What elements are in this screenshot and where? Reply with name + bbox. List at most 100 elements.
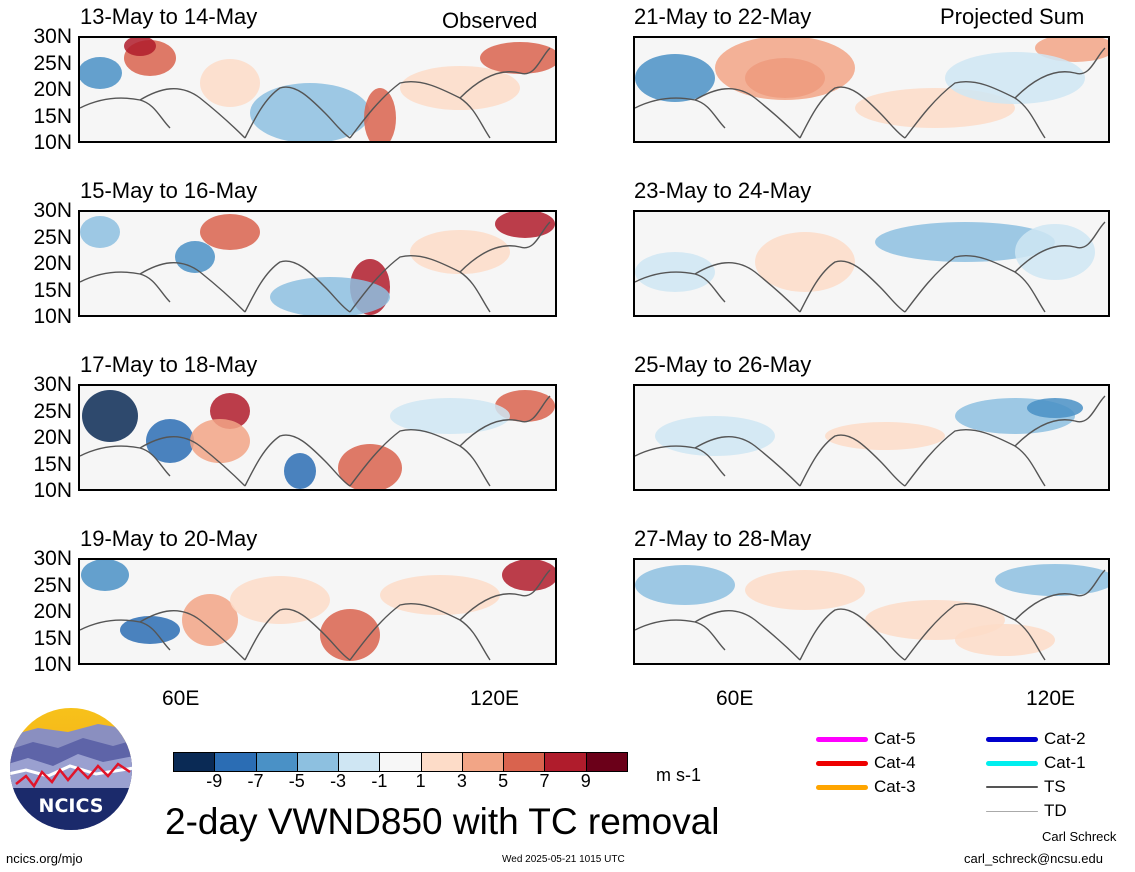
wind-anomaly-region [1015, 224, 1095, 280]
colorbar-label: -9 [206, 771, 223, 791]
coastline [635, 221, 1106, 313]
map-panel-2 [78, 210, 557, 317]
coastline [80, 221, 551, 313]
legend-label-td: TD [1044, 801, 1067, 820]
colorbar-units: m s-1 [656, 765, 701, 785]
map-panel-6 [633, 210, 1110, 317]
wind-anomaly-region [1027, 398, 1083, 418]
panel-title-3: 17-May to 18-May [80, 352, 258, 377]
colorbar-label: 1 [415, 771, 426, 791]
ncics-logo: NCICS [8, 706, 134, 832]
legend-line-ts [986, 786, 1038, 788]
wind-anomaly-region [635, 565, 735, 605]
colorbar-swatch [173, 752, 216, 772]
wind-anomaly-region [190, 419, 250, 463]
footer-timestamp: Wed 2025-05-21 1015 UTC [502, 854, 625, 865]
legend-line-td [986, 811, 1038, 812]
wind-anomaly-region [200, 59, 260, 107]
colorbar-label: 5 [498, 771, 509, 791]
y-tick-left-1-3: 15N [33, 104, 72, 128]
map-panel-1 [78, 36, 557, 143]
legend-label-cat-3: Cat-3 [874, 777, 916, 796]
coastline [635, 569, 1106, 661]
colorbar-swatch [544, 752, 587, 772]
footer-author: Carl Schreck [1042, 829, 1117, 844]
projected-sum-label: Projected Sum [940, 4, 1085, 29]
map-panel-5 [633, 36, 1110, 143]
wind-anomaly-region [655, 416, 775, 456]
wind-anomaly-region [995, 564, 1108, 596]
legend-line-cat-1 [986, 761, 1038, 766]
legend-label-ts: TS [1044, 777, 1066, 796]
panel-title-4: 19-May to 20-May [80, 526, 258, 551]
colorbar-label: 3 [456, 771, 467, 791]
wind-anomaly-region [1035, 38, 1108, 62]
legend-line-cat-4 [816, 761, 868, 766]
wind-anomaly-region [320, 609, 380, 661]
coastline [80, 47, 551, 139]
colorbar-label: -1 [371, 771, 388, 791]
logo-text: NCICS [39, 795, 104, 817]
wind-anomaly-region [495, 390, 555, 422]
y-tick-left-3-2: 20N [33, 426, 72, 449]
wind-anomaly-region [390, 398, 510, 434]
y-tick-left-1-1: 25N [33, 51, 72, 75]
main-title: 2-day VWND850 with TC removal [165, 801, 720, 842]
y-tick-left-4-3: 15N [33, 626, 72, 650]
panel-title-6: 23-May to 24-May [634, 178, 812, 203]
coastline [80, 395, 551, 487]
wind-anomaly-region [82, 390, 138, 442]
panel-title-7: 25-May to 26-May [634, 352, 812, 377]
wind-anomaly-region [955, 624, 1055, 656]
y-tick-left-4-0: 30N [33, 547, 72, 570]
y-tick-left-3-4: 10N [33, 479, 72, 502]
panel-title-5: 21-May to 22-May [634, 4, 812, 29]
wind-anomaly-region [80, 57, 122, 89]
y-tick-left-3-3: 15N [33, 452, 72, 476]
footer-email: carl_schreck@ncsu.edu [964, 851, 1103, 866]
colorbar-swatch [214, 752, 257, 772]
legend-line-cat-3 [816, 785, 868, 790]
wind-anomaly-region [875, 222, 1055, 262]
wind-anomaly-region [745, 570, 865, 610]
x-tick-120e-left: 120E [470, 687, 520, 710]
y-tick-left-1-4: 10N [33, 131, 72, 154]
legend-label-cat-5: Cat-5 [874, 729, 916, 748]
colorbar-label: -3 [330, 771, 347, 791]
y-tick-left-2-1: 25N [33, 225, 72, 249]
coastline [635, 47, 1106, 139]
wind-anomaly-region [715, 38, 855, 100]
map-panel-4 [78, 558, 557, 665]
x-tick-60e-right: 60E [716, 687, 754, 710]
observed-label: Observed [442, 8, 538, 33]
wind-anomaly-region [338, 444, 402, 489]
wind-anomaly-region [380, 575, 500, 615]
wind-anomaly-region [182, 594, 238, 646]
wind-anomaly-region [502, 560, 555, 591]
wind-anomaly-region [945, 52, 1085, 104]
panel-title-8: 27-May to 28-May [634, 526, 812, 551]
map-panel-3 [78, 384, 557, 491]
legend-label-cat-1: Cat-1 [1044, 753, 1086, 772]
map-panel-7 [633, 384, 1110, 491]
colorbar [173, 752, 628, 772]
wind-anomaly-region [400, 66, 520, 110]
y-tick-left-1-2: 20N [33, 78, 72, 101]
y-tick-left-2-0: 30N [33, 199, 72, 222]
wind-anomaly-region [250, 83, 370, 141]
map-panel-8 [633, 558, 1110, 665]
wind-anomaly-region [755, 232, 855, 292]
colorbar-swatch [585, 752, 628, 772]
colorbar-label: -7 [247, 771, 264, 791]
y-tick-left-3-1: 25N [33, 399, 72, 423]
wind-anomaly-region [635, 54, 715, 102]
colorbar-swatch [461, 752, 505, 772]
wind-anomaly-region [200, 214, 260, 250]
wind-anomaly-region [364, 88, 396, 141]
wind-anomaly-region [80, 216, 120, 248]
colorbar-swatch [296, 752, 340, 772]
colorbar-swatch [338, 752, 381, 772]
colorbar-swatch [420, 752, 463, 772]
panel-title-1: 13-May to 14-May [80, 4, 258, 29]
wind-anomaly-region [410, 230, 510, 274]
